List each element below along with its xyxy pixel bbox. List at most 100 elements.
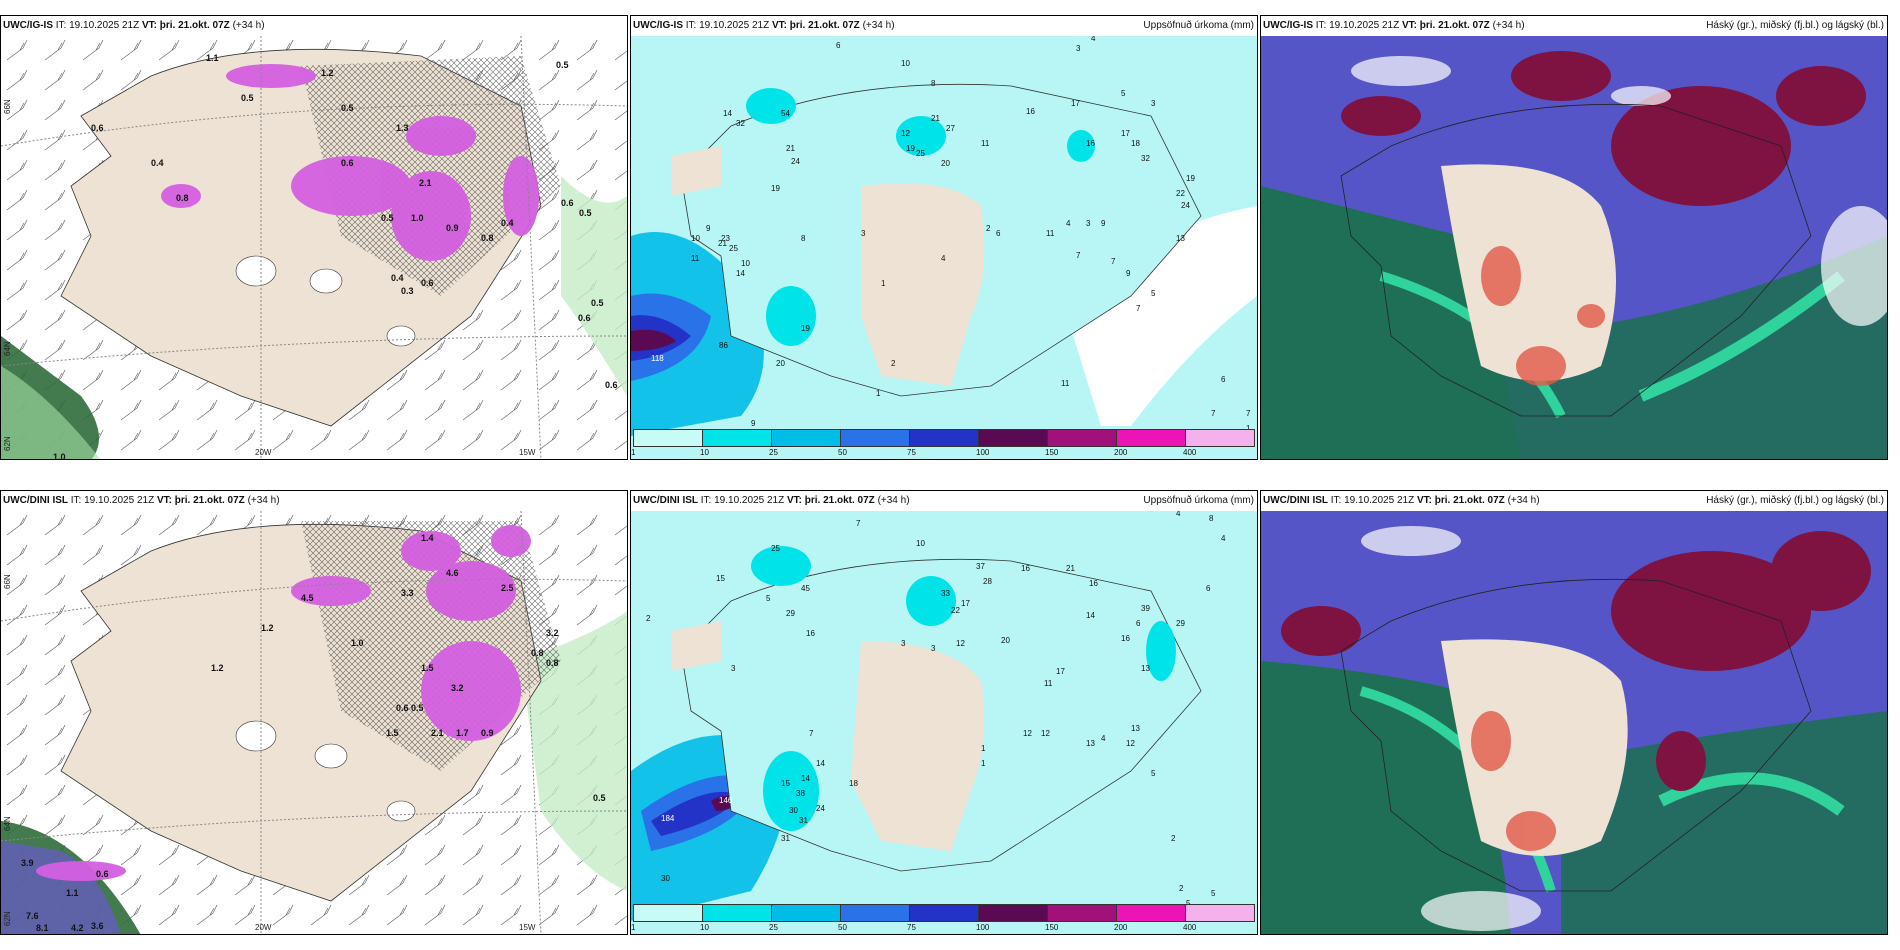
svg-text:5: 5 [766,594,771,603]
colorbar-segment [772,905,841,921]
svg-text:0.8: 0.8 [481,233,494,243]
svg-text:13: 13 [1141,664,1150,673]
colorbar-segment [910,905,979,921]
svg-text:1: 1 [981,744,986,753]
svg-text:9: 9 [1126,269,1131,278]
svg-text:9: 9 [706,224,711,233]
lon-label: 15W [519,923,536,932]
colorbar-tick: 10 [700,923,709,932]
colorbar-tick: 150 [1045,923,1059,932]
svg-text:9: 9 [751,419,756,428]
map-area[interactable]: 1.4 4.6 3.3 4.5 1.2 2.5 1.0 1.5 3.2 0.6 … [1,510,627,934]
svg-text:7: 7 [1136,304,1141,313]
svg-text:11: 11 [981,139,990,148]
svg-text:17: 17 [1056,667,1065,676]
svg-text:1.0: 1.0 [53,452,66,460]
svg-text:20: 20 [776,359,785,368]
map-area[interactable]: 2 7 10 4 15 25 45 16 29 33 37 28 16 21 1… [631,509,1257,934]
colorbar-tick: 1 [631,923,636,932]
land-no-precip [861,183,985,386]
colorbar-tick: 50 [838,923,847,932]
svg-text:4.2: 4.2 [71,923,84,933]
svg-text:30: 30 [661,874,670,883]
map-area[interactable] [1261,511,1887,934]
svg-text:14: 14 [801,774,810,783]
map-area[interactable] [1261,36,1887,459]
svg-text:184: 184 [661,814,675,823]
svg-text:13: 13 [1131,724,1140,733]
map-area[interactable]: 0.5 0.5 0.5 1.2 1.1 0.6 0.4 0.8 1.3 2.1 … [1,35,627,460]
svg-text:17: 17 [961,599,970,608]
svg-text:0.5: 0.5 [591,298,604,308]
map-svg: 6 10 8 3 4 5 14 32 54 21 24 12 19 25 21 … [631,34,1257,459]
panel-cloud-cover-igis: UWC/IG-IS IT: 19.10.2025 21Z VT: þri. 21… [1260,15,1888,460]
svg-text:5: 5 [1121,89,1126,98]
svg-text:31: 31 [799,816,808,825]
svg-text:7: 7 [809,729,814,738]
colorbar-segment [979,430,1048,446]
svg-text:25: 25 [771,544,780,553]
svg-text:12: 12 [1023,729,1032,738]
svg-text:0.6: 0.6 [396,703,409,713]
svg-text:4: 4 [1101,734,1106,743]
svg-text:3.2: 3.2 [451,683,464,693]
svg-text:0.9: 0.9 [481,728,494,738]
svg-text:54: 54 [781,109,790,118]
colorbar-segment [1117,430,1186,446]
colorbar-ticks: 1 10 25 50 75 100 150 200 400 [631,448,1255,458]
panel-title: UWC/IG-IS IT: 19.10.2025 21Z VT: þri. 21… [3,20,265,31]
svg-text:86: 86 [719,341,728,350]
svg-text:3: 3 [901,639,906,648]
precip-patches [161,64,539,261]
svg-text:6: 6 [1221,375,1226,384]
map-area[interactable]: 6 10 8 3 4 5 14 32 54 21 24 12 19 25 21 … [631,34,1257,459]
colorbar-segment [1117,905,1186,921]
svg-text:4: 4 [1221,534,1226,543]
svg-text:37: 37 [976,562,985,571]
svg-text:1.2: 1.2 [261,623,274,633]
svg-text:11: 11 [1046,229,1055,238]
svg-text:2: 2 [1179,884,1184,893]
svg-text:15: 15 [716,574,725,583]
colorbar [633,904,1255,922]
lat-label: 66N [3,574,12,589]
svg-text:20: 20 [1001,636,1010,645]
svg-text:18: 18 [1131,139,1140,148]
svg-text:19: 19 [801,324,810,333]
svg-text:14: 14 [723,109,732,118]
svg-text:3: 3 [861,229,866,238]
colorbar-tick: 50 [838,448,847,457]
panel-title: UWC/IG-IS IT: 19.10.2025 21Z VT: þri. 21… [1263,20,1525,31]
colorbar-tick: 400 [1183,448,1197,457]
svg-text:5: 5 [1151,769,1156,778]
panel-cloud-cover-dini: UWC/DINI ISL IT: 19.10.2025 21Z VT: þri.… [1260,490,1888,935]
svg-text:2: 2 [986,224,991,233]
svg-text:0.5: 0.5 [556,60,569,70]
svg-text:1.7: 1.7 [456,728,469,738]
svg-text:16: 16 [1086,139,1095,148]
svg-text:8.1: 8.1 [36,923,49,933]
svg-text:5: 5 [1151,289,1156,298]
svg-text:8: 8 [1209,514,1214,523]
svg-text:0.8: 0.8 [531,648,544,658]
colorbar-segment [772,430,841,446]
svg-text:4: 4 [1091,36,1096,43]
svg-text:16: 16 [1026,107,1035,116]
svg-text:2: 2 [891,359,896,368]
svg-text:3.9: 3.9 [21,858,34,868]
svg-text:10: 10 [691,234,700,243]
svg-text:1.1: 1.1 [66,888,79,898]
colorbar-tick: 10 [700,448,709,457]
svg-text:4.5: 4.5 [301,593,314,603]
panel-subtitle: Uppsöfnuð úrkoma (mm) [1143,20,1254,31]
svg-text:0.6: 0.6 [96,869,109,879]
colorbar-tick: 400 [1183,923,1197,932]
svg-text:13: 13 [1086,739,1095,748]
colorbar-tick: 200 [1114,923,1128,932]
svg-text:21: 21 [786,144,795,153]
svg-text:15: 15 [781,779,790,788]
svg-text:1: 1 [881,279,886,288]
svg-text:7.6: 7.6 [26,911,39,921]
svg-text:12: 12 [901,129,910,138]
svg-text:10: 10 [741,259,750,268]
